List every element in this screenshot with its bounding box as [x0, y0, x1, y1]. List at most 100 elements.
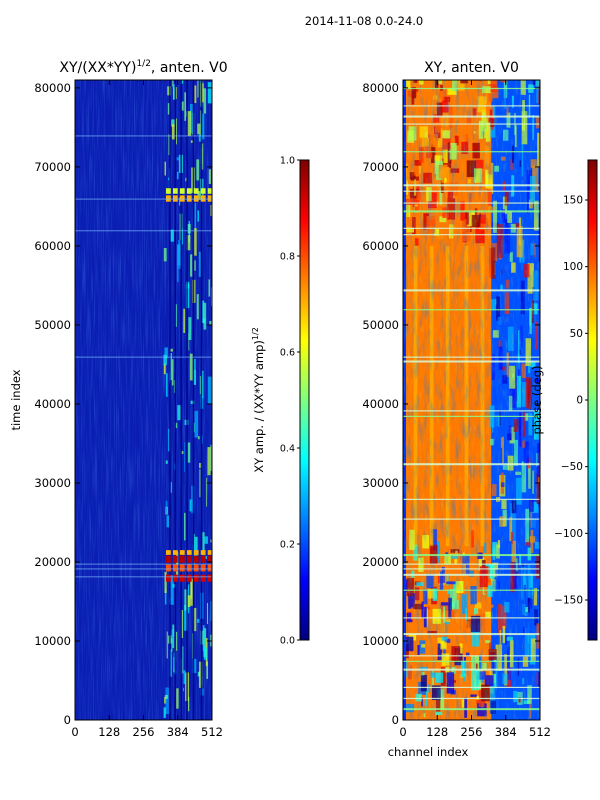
amplitude-texture-cell [204, 555, 208, 560]
amplitude-texture-cell [165, 687, 169, 715]
phase-flag-line [403, 655, 540, 657]
amplitude-texture-cell [171, 359, 174, 386]
amplitude-band-cell [172, 188, 178, 194]
amplitude-texture-cell [210, 539, 212, 543]
amplitude-texture-cell [192, 658, 197, 674]
amplitude-hot-cell [172, 550, 178, 555]
amplitude-texture-cell [209, 320, 212, 325]
phase-y-tick-label: 30000 [362, 476, 399, 490]
amplitude-texture-cell [181, 228, 183, 245]
amplitude-texture-cell [187, 111, 191, 136]
amplitude-colorbar-tick-label: 0.6 [280, 348, 295, 359]
amplitude-texture-cell [163, 707, 166, 718]
amplitude-colorbar-tick-label: 0.4 [280, 444, 295, 455]
amplitude-texture-cell [164, 696, 167, 704]
amplitude-stripe [75, 568, 212, 570]
phase-colorbar-tick-label: 100 [563, 261, 583, 273]
amplitude-texture-cell [180, 610, 184, 639]
phase-flag-line [403, 686, 540, 689]
amplitude-hot-cell [172, 555, 178, 563]
amplitude-y-tick-label: 10000 [34, 634, 71, 648]
amplitude-texture-cell [179, 197, 181, 206]
amplitude-texture-cell [163, 363, 166, 375]
amplitude-texture-cell [164, 161, 166, 176]
amplitude-title-main: XY/(XX*YY) [59, 60, 136, 76]
amplitude-x-tick-label: 384 [167, 725, 189, 739]
amplitude-hot-cell [193, 550, 199, 555]
phase-flag-line [403, 668, 540, 671]
amplitude-hot-cell [186, 564, 192, 572]
amplitude-texture-cell [186, 223, 191, 234]
amplitude-texture-cell [167, 177, 170, 181]
amplitude-texture-cell [177, 405, 181, 421]
amplitude-texture-cell [194, 410, 199, 438]
phase-flag-line [403, 289, 540, 292]
phase-flag-line [403, 309, 540, 311]
amplitude-hot-cell [207, 550, 212, 555]
amplitude-texture-cell [164, 589, 167, 605]
amplitude-texture-cell [204, 536, 208, 544]
amplitude-texture-cell [183, 308, 186, 333]
amplitude-texture-cell [173, 84, 175, 101]
amplitude-texture-cell [172, 584, 176, 588]
amplitude-texture-cell [186, 235, 191, 251]
phase-flag-line [403, 115, 540, 118]
amplitude-channel-gap [174, 80, 177, 720]
amplitude-texture-cell [206, 602, 209, 625]
amplitude-hot-cell [200, 555, 206, 563]
amplitude-band-cell [186, 188, 192, 194]
amplitude-texture-cell [194, 85, 197, 104]
phase-flag-line [403, 202, 540, 204]
amplitude-hot-cell [193, 555, 199, 563]
phase-y-tick-label: 40000 [362, 397, 399, 411]
amplitude-texture-cell [193, 228, 197, 256]
amplitude-texture-cell [197, 436, 200, 440]
phase-colorbar-tick-label: 50 [570, 328, 583, 340]
phase-y-tick-label: 0 [392, 713, 399, 727]
amplitude-hot-cell [179, 555, 185, 563]
phase-flag-line [403, 573, 540, 576]
amplitude-texture-cell [202, 300, 205, 324]
amplitude-band-cell [207, 188, 212, 194]
amplitude-texture-cell [194, 260, 196, 271]
phase-flag-line [403, 410, 540, 412]
amplitude-texture-cell [174, 422, 178, 429]
amplitude-texture-cell [185, 177, 187, 182]
phase-flag-line [403, 234, 540, 236]
amplitude-hot-cell [179, 550, 185, 555]
amplitude-texture-cell [210, 444, 212, 471]
phase-flag-line [403, 518, 540, 520]
amplitude-hot-cell [207, 564, 212, 572]
amplitude-texture-cell [196, 294, 199, 320]
amplitude-texture-cell [187, 696, 190, 712]
amplitude-texture-cell [184, 92, 187, 121]
phase-flag-line [403, 415, 540, 418]
amplitude-texture-cell [210, 204, 212, 217]
amplitude-texture-cell [208, 169, 211, 184]
phase-y-tick-label: 60000 [362, 239, 399, 253]
phase-x-tick-label: 512 [529, 725, 551, 739]
amplitude-axis-ticks: 0 128 256 384 512 0 10000 20000 30000 40000 50000 6… [34, 80, 223, 739]
amplitude-texture-cell [165, 460, 168, 464]
amplitude-texture-cell [190, 400, 195, 404]
amplitude-texture-cell [166, 631, 168, 659]
amplitude-hot-cell [193, 574, 199, 582]
amplitude-hot-cell [179, 564, 185, 572]
amplitude-texture-cell [170, 229, 174, 242]
amplitude-texture-cell [198, 251, 201, 277]
phase-y-tick-label: 80000 [362, 81, 399, 95]
phase-colorbar: 150 100 50 0 −50 −100 −150 phase (deg) [530, 159, 598, 641]
amplitude-texture-cell [186, 595, 191, 608]
phase-flag-line [403, 356, 540, 358]
amplitude-hot-cell [172, 564, 178, 572]
phase-y-tick-label: 10000 [362, 634, 399, 648]
amplitude-stripe [75, 135, 212, 137]
amplitude-texture-cell [208, 279, 211, 297]
amplitude-heatmap-image [75, 80, 212, 720]
amplitude-texture-cell [190, 140, 193, 143]
amplitude-hot-cell [193, 564, 199, 572]
amplitude-texture-cell [164, 571, 167, 593]
amplitude-texture-cell [167, 428, 170, 452]
amplitude-band-cell [165, 188, 171, 194]
